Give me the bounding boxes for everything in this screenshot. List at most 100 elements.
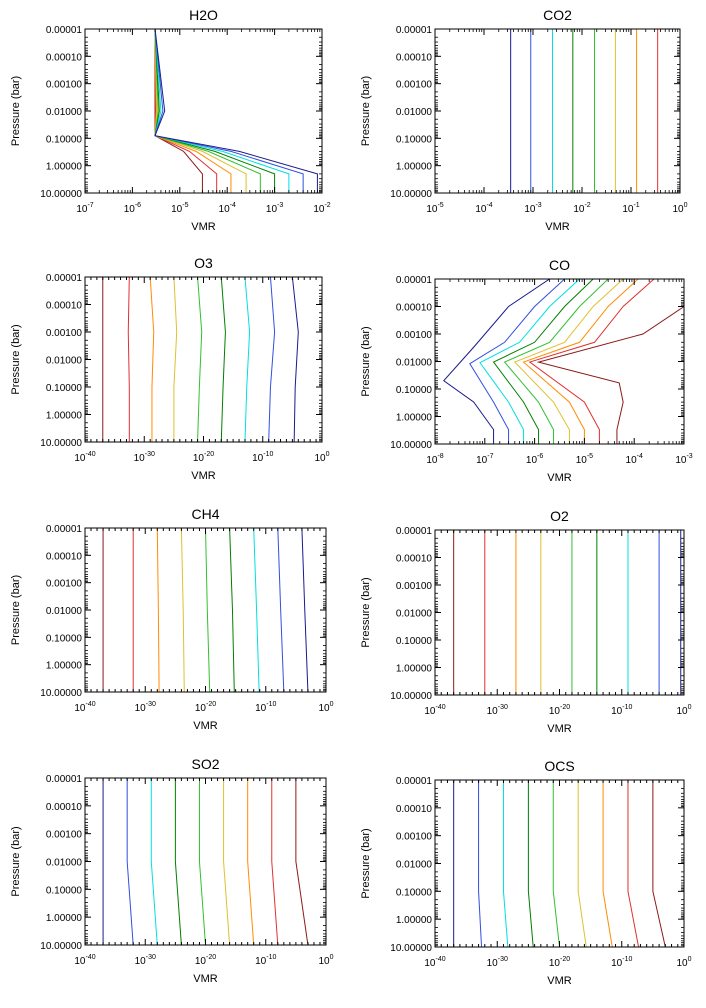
series-line-8 (154, 29, 304, 193)
y-tick-label: 0.01000 (396, 860, 433, 871)
series-line-6 (223, 778, 231, 945)
x-tick-base: 10 (195, 703, 207, 714)
x-tick-label: 10-4 (475, 202, 492, 215)
y-tick-label: 0.00001 (46, 25, 83, 36)
y-tick-label: 0.00010 (46, 52, 83, 63)
series-line-6 (220, 277, 226, 442)
x-tick-base: 10 (426, 455, 438, 466)
y-tick-label: 0.00010 (396, 554, 433, 565)
x-tick-base: 10 (672, 204, 684, 215)
x-tick-exp: -6 (537, 453, 543, 460)
x-tick-base: 10 (135, 956, 147, 967)
x-tick-exp: -4 (230, 202, 236, 209)
series-line-3 (479, 279, 580, 444)
series-line-2 (154, 29, 218, 193)
x-tick-base: 10 (266, 204, 278, 215)
x-tick-exp: -3 (686, 453, 692, 460)
y-tick-label: 0.10000 (396, 887, 433, 898)
x-tick-base: 10 (313, 204, 325, 215)
x-tick-base: 10 (318, 703, 330, 714)
series-line-9 (652, 780, 666, 947)
chart-title: OCS (544, 758, 574, 774)
series-line-5 (198, 778, 206, 945)
x-tick-exp: -30 (498, 704, 508, 711)
x-tick-exp: -10 (622, 956, 632, 963)
plot-frame (434, 779, 685, 948)
chart-title: H2O (189, 7, 218, 23)
series-line-5 (205, 528, 211, 692)
x-tick-exp: -3 (277, 202, 283, 209)
x-tick-exp: -10 (266, 954, 276, 961)
x-tick-base: 10 (318, 956, 330, 967)
y-tick-label: 0.00100 (46, 80, 83, 91)
y-tick-label: 0.00100 (46, 579, 83, 590)
x-tick-base: 10 (675, 455, 687, 466)
y-tick-label: 1.00000 (396, 915, 433, 926)
x-tick-label: 10-20 (195, 954, 216, 967)
x-tick-base: 10 (622, 204, 634, 215)
x-tick-label: 10-4 (219, 202, 236, 215)
x-tick-base: 10 (611, 958, 623, 969)
x-tick-label: 10-3 (524, 202, 541, 215)
x-tick-base: 10 (424, 958, 436, 969)
x-tick-label: 10-40 (424, 704, 445, 717)
series-line-9 (295, 778, 309, 945)
x-tick-exp: -20 (206, 954, 216, 961)
x-tick-label: 10-30 (135, 954, 156, 967)
x-tick-exp: -30 (498, 956, 508, 963)
x-tick-base: 10 (611, 706, 623, 717)
y-tick-label: 1.00000 (46, 411, 83, 422)
x-tick-base: 10 (135, 703, 147, 714)
x-tick-exp: 0 (688, 704, 692, 711)
x-tick-label: 10-20 (549, 956, 570, 969)
y-axis-label: Pressure (bar) (360, 828, 372, 898)
x-tick-exp: -20 (206, 701, 216, 708)
x-tick-base: 10 (195, 956, 207, 967)
x-tick-label: 10-40 (74, 701, 95, 714)
x-tick-base: 10 (576, 455, 588, 466)
y-tick-label: 0.10000 (46, 885, 83, 896)
x-tick-label: 10-7 (76, 202, 93, 215)
y-tick-label: 0.01000 (46, 356, 83, 367)
x-tick-exp: -20 (560, 704, 570, 711)
y-tick-label: 0.00001 (46, 774, 83, 785)
y-tick-label: 0.01000 (46, 858, 83, 869)
y-tick-label: 1.00000 (46, 913, 83, 924)
y-tick-label: 0.00001 (396, 25, 433, 36)
x-tick-exp: -1 (633, 202, 639, 209)
plot-frame (84, 527, 327, 693)
x-tick-exp: -10 (266, 701, 276, 708)
x-tick-label: 100 (672, 202, 687, 215)
x-tick-label: 10-5 (171, 202, 188, 215)
series-line-4 (174, 778, 182, 945)
series-line-3 (156, 528, 160, 692)
x-axis-label: VMR (547, 472, 572, 484)
x-tick-label: 10-3 (675, 453, 692, 466)
x-tick-label: 100 (314, 451, 329, 464)
series-line-3 (149, 277, 155, 442)
x-tick-base: 10 (74, 703, 86, 714)
x-tick-base: 10 (193, 453, 205, 464)
series-line-7 (602, 780, 613, 947)
x-tick-exp: -6 (135, 202, 141, 209)
series-line-8 (271, 778, 279, 945)
x-tick-base: 10 (475, 204, 487, 215)
x-axis-label: VMR (547, 723, 572, 735)
y-tick-label: 0.10000 (46, 134, 83, 145)
y-tick-label: 10.00000 (40, 941, 82, 952)
y-tick-label: 0.01000 (396, 107, 433, 118)
x-tick-exp: -10 (263, 451, 273, 458)
y-tick-label: 0.00010 (396, 52, 433, 63)
x-tick-label: 10-6 (124, 202, 141, 215)
y-tick-label: 1.00000 (46, 162, 83, 173)
y-axis-label: Pressure (bar) (360, 577, 372, 647)
series-line-9 (536, 306, 684, 444)
y-tick-label: 0.10000 (46, 633, 83, 644)
x-tick-exp: -3 (535, 202, 541, 209)
y-tick-label: 0.00001 (396, 526, 433, 537)
series-line-6 (513, 279, 624, 444)
x-tick-base: 10 (255, 703, 267, 714)
x-tick-label: 100 (318, 954, 333, 967)
